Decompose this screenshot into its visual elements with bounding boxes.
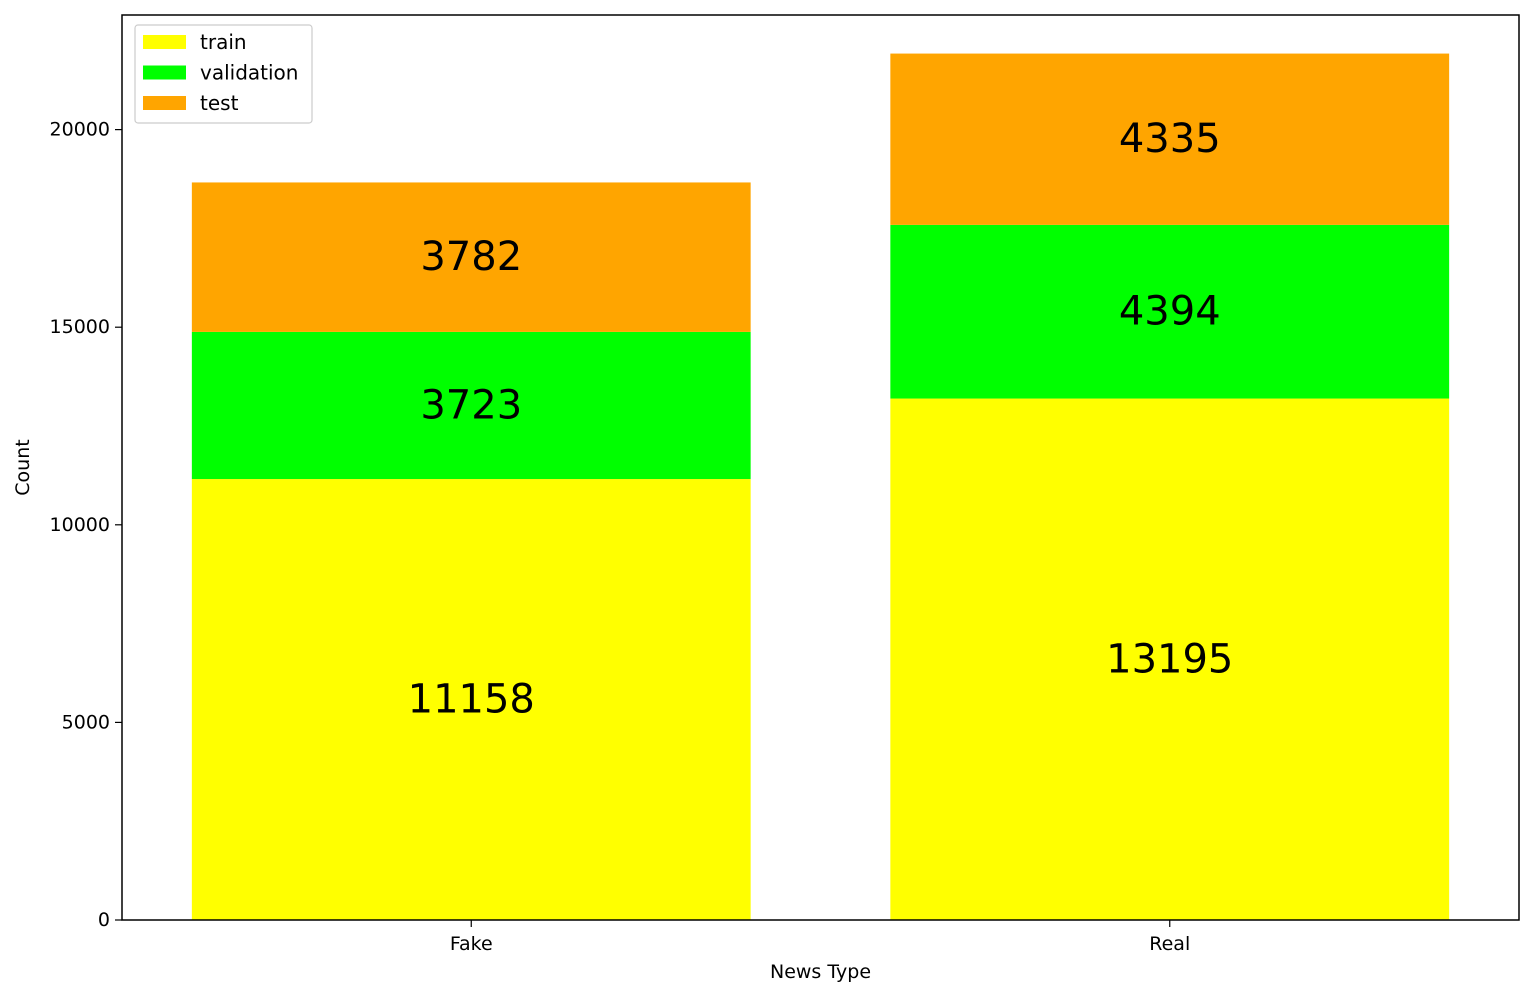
data-label-test-real: 4335	[1119, 116, 1221, 162]
bar-test-real	[890, 53, 1450, 225]
legend-swatch-validation	[143, 65, 186, 80]
y-tick-label: 20000	[50, 119, 110, 141]
data-label-validation-fake: 3723	[420, 382, 522, 428]
x-tick-label-fake: Fake	[450, 933, 493, 955]
x-axis-title: News Type	[770, 961, 871, 983]
bar-train-fake	[191, 479, 751, 920]
legend-swatch-train	[143, 35, 186, 49]
bar-test-fake	[191, 182, 751, 332]
y-axis: 0 5000 10000 15000 20000	[50, 119, 122, 931]
x-axis: Fake Real	[450, 920, 1190, 955]
bar-train-real	[890, 398, 1450, 920]
bar-validation-fake	[191, 331, 751, 480]
legend-label-test: test	[200, 91, 239, 115]
legend-swatch-test	[143, 96, 186, 110]
y-tick-label: 5000	[62, 711, 110, 733]
legend-label-train: train	[200, 30, 247, 54]
plot-frame	[121, 14, 1520, 921]
data-label-validation-real: 4394	[1119, 289, 1221, 335]
bar-validation-real	[890, 224, 1450, 399]
y-tick-label: 0	[98, 909, 110, 931]
data-label-train-real: 13195	[1106, 636, 1233, 682]
y-axis-title: Count	[12, 439, 34, 495]
y-tick-label: 15000	[50, 316, 110, 338]
bars-layer	[191, 53, 1450, 920]
data-labels-layer: 11158 3723 3782 13195 4394 4335	[408, 116, 1234, 722]
x-tick-label-real: Real	[1149, 933, 1190, 955]
legend: train validation test	[134, 24, 313, 124]
data-label-train-fake: 11158	[408, 677, 535, 723]
legend-label-validation: validation	[200, 61, 298, 85]
y-tick-label: 10000	[50, 514, 110, 536]
data-label-test-fake: 3782	[420, 234, 522, 280]
